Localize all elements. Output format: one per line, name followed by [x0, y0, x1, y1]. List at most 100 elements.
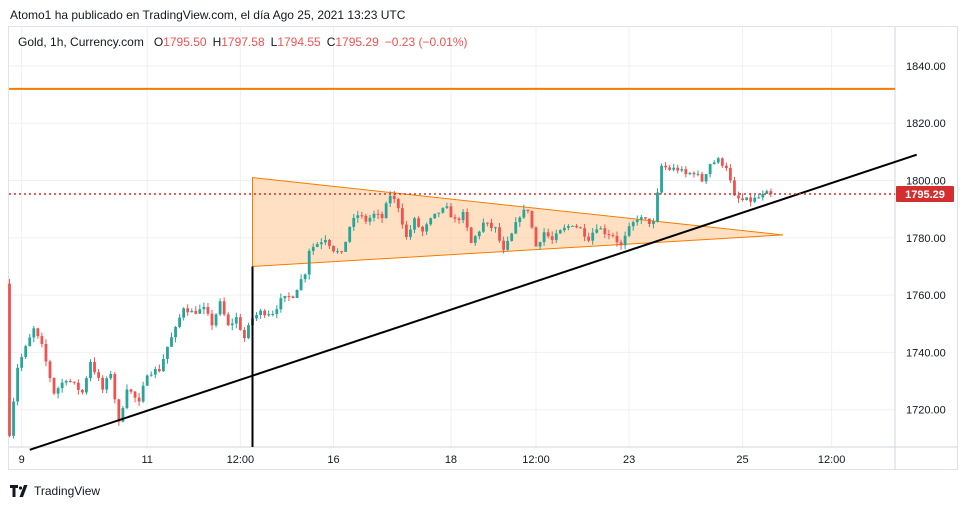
candle-body: [749, 197, 753, 202]
high-key: H: [212, 35, 222, 49]
candle-body: [623, 235, 627, 246]
candle-body: [716, 158, 720, 163]
candle-body: [769, 191, 773, 194]
candle-body: [234, 317, 238, 324]
candle-body: [178, 317, 181, 327]
candle-body: [514, 222, 518, 234]
candle-body: [400, 208, 404, 225]
candle-body: [465, 212, 469, 228]
candle-body: [627, 226, 631, 236]
candle-body: [307, 250, 311, 275]
candle-body: [664, 165, 667, 168]
candle-body: [607, 234, 611, 236]
candle-body: [85, 378, 88, 393]
candle-body: [153, 369, 157, 375]
candle-body: [502, 240, 505, 250]
time-tick-label: 9: [19, 454, 25, 466]
candle-body: [526, 209, 530, 212]
candle-body: [137, 397, 141, 402]
candle-body: [64, 380, 68, 383]
candle-body: [121, 408, 125, 422]
candle-body: [449, 206, 453, 218]
candle-body: [194, 310, 198, 314]
candle-body: [643, 217, 647, 219]
symbol-label[interactable]: Gold, 1h, Currency.com: [18, 35, 144, 49]
candle-body: [522, 209, 526, 218]
candle-body: [162, 358, 165, 372]
time-tick-label: 12:00: [522, 454, 550, 466]
time-tick-label: 12:00: [227, 454, 255, 466]
candle-body: [89, 362, 92, 379]
candle-body: [498, 227, 501, 241]
triangle-pattern[interactable]: [252, 177, 784, 267]
candle-body: [558, 230, 562, 234]
candle-body: [376, 213, 380, 215]
candle-body: [591, 232, 595, 241]
candle-body: [8, 283, 11, 436]
candle-body: [542, 232, 546, 243]
candle-body: [441, 208, 445, 213]
candle-body: [729, 168, 732, 181]
candle-body: [287, 296, 291, 298]
candle-body: [745, 197, 748, 201]
candle-body: [712, 162, 716, 165]
candle-body: [109, 374, 113, 379]
price-tick-label: 1760.00: [906, 290, 946, 302]
candle-body: [518, 217, 522, 223]
candle-body: [688, 172, 692, 175]
candle-body: [737, 195, 740, 199]
change-value: −0.23 (−0.01%): [384, 35, 468, 49]
candle-body: [656, 192, 659, 222]
tradingview-brand[interactable]: TradingView: [10, 484, 100, 498]
low-value: 1794.55: [277, 35, 321, 49]
candle-body: [303, 274, 307, 280]
price-tick-label: 1820.00: [906, 118, 946, 130]
candle-body: [368, 217, 372, 222]
candle-body: [332, 245, 335, 252]
candle-body: [486, 222, 489, 224]
candle-body: [299, 279, 303, 290]
candle-body: [210, 313, 214, 326]
candle-body: [380, 213, 384, 219]
candle-body: [113, 374, 117, 400]
support-trendline[interactable]: [29, 153, 918, 451]
candle-body: [615, 236, 619, 243]
candle-body: [392, 195, 396, 200]
publication-info: Atomo1 ha publicado en TradingView.com, …: [10, 8, 406, 22]
candle-body: [550, 236, 554, 240]
price-tick-label: 1720.00: [906, 405, 946, 417]
candle-body: [388, 195, 392, 204]
price-tick-label: 1780.00: [906, 233, 946, 245]
candle-body: [372, 213, 376, 218]
candle-body: [16, 367, 19, 402]
candle-body: [32, 328, 36, 338]
candle-body: [757, 197, 761, 199]
candle-body: [672, 167, 676, 170]
candle-body: [364, 215, 368, 222]
candle-body: [724, 165, 728, 169]
candle-body: [93, 362, 96, 373]
candle-body: [494, 227, 497, 229]
candle-body: [506, 240, 510, 250]
candle-body: [101, 377, 105, 390]
candle-body: [603, 228, 607, 235]
candle-body: [182, 308, 186, 318]
candle-body: [72, 381, 76, 383]
candle-body: [668, 167, 672, 170]
candle-body: [352, 217, 356, 227]
candle-body: [157, 369, 161, 372]
candle-body: [425, 224, 429, 232]
candle-body: [295, 289, 299, 299]
candle-body: [708, 164, 712, 175]
candle-body: [595, 229, 599, 233]
candle-body: [477, 231, 481, 237]
candle-body: [583, 228, 586, 237]
candle-body: [619, 242, 623, 246]
candle-body: [336, 251, 339, 253]
candle-body: [340, 251, 343, 253]
candle-body: [283, 296, 287, 299]
candle-body: [639, 217, 643, 220]
candle-body: [60, 382, 64, 389]
candle-body: [271, 313, 275, 315]
